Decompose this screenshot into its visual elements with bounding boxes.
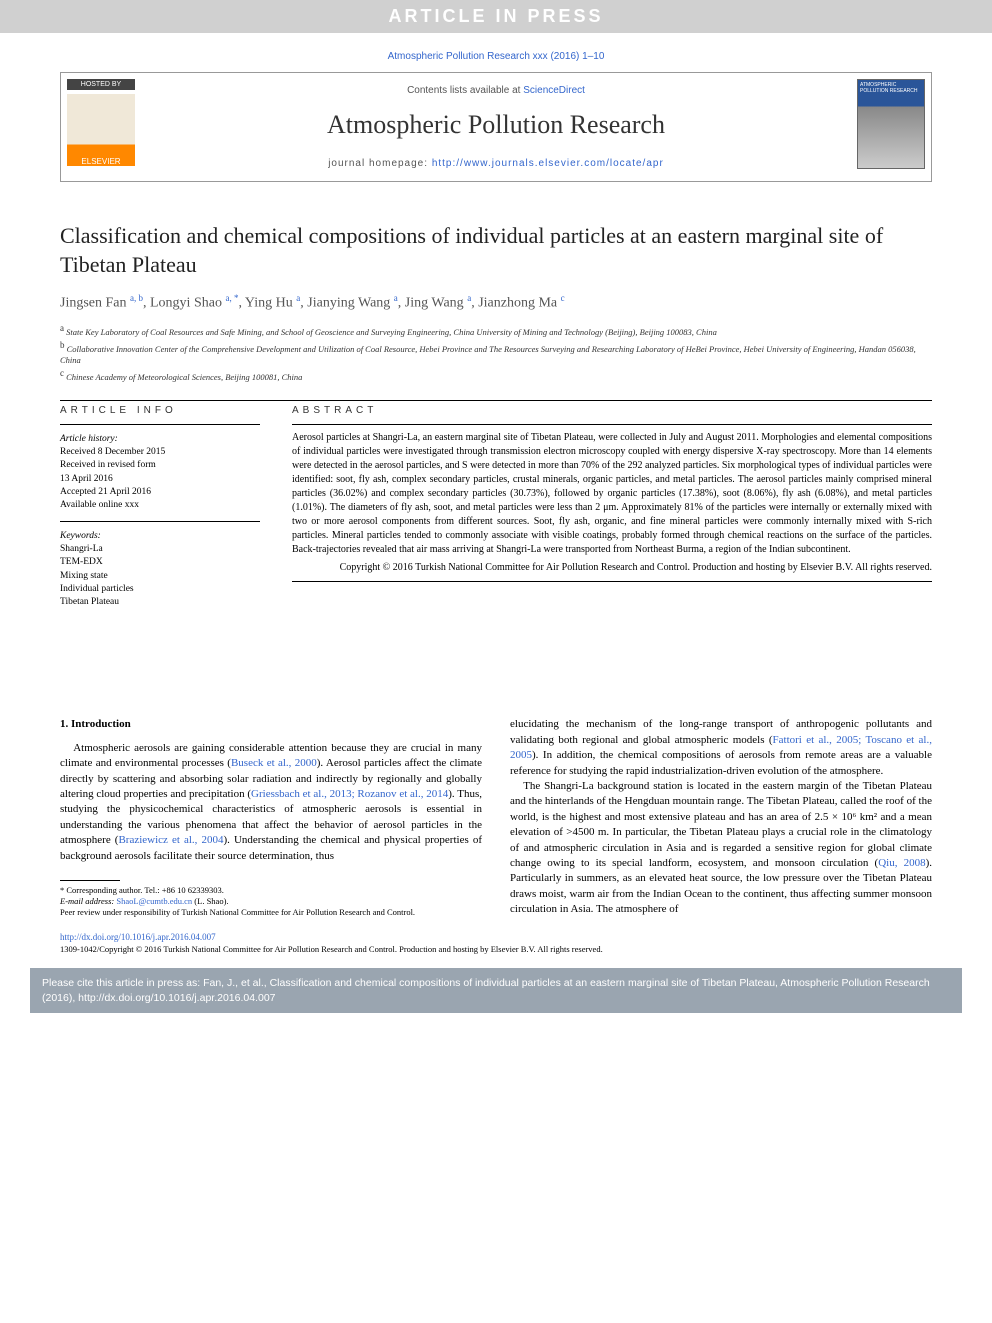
article-in-press-banner: ARTICLE IN PRESS bbox=[0, 0, 992, 33]
header-right: ATMOSPHERIC POLLUTION RESEARCH bbox=[851, 73, 931, 181]
keyword: Shangri-La bbox=[60, 543, 260, 556]
abstract-column: ABSTRACT Aerosol particles at Shangri-La… bbox=[292, 405, 932, 618]
affiliation-b: b Collaborative Innovation Center of the… bbox=[60, 339, 932, 368]
journal-header: HOSTED BY ELSEVIER Contents lists availa… bbox=[60, 72, 932, 182]
affiliation-c: c Chinese Academy of Meteorological Scie… bbox=[60, 367, 932, 384]
sciencedirect-link[interactable]: ScienceDirect bbox=[523, 85, 585, 96]
bottom-copyright: 1309-1042/Copyright © 2016 Turkish Natio… bbox=[60, 944, 932, 954]
body-paragraph: elucidating the mechanism of the long-ra… bbox=[510, 717, 932, 779]
keyword: Mixing state bbox=[60, 570, 260, 583]
history-line: Received in revised form bbox=[60, 459, 260, 472]
elsevier-logo: ELSEVIER bbox=[67, 94, 135, 166]
article-history: Article history: Received 8 December 201… bbox=[60, 425, 260, 521]
citation[interactable]: Qiu, 2008 bbox=[878, 857, 925, 869]
body-columns: 1. Introduction Atmospheric aerosols are… bbox=[60, 717, 932, 918]
header-left: HOSTED BY ELSEVIER bbox=[61, 73, 141, 181]
body-column-left: 1. Introduction Atmospheric aerosols are… bbox=[60, 717, 482, 918]
history-line: 13 April 2016 bbox=[60, 473, 260, 486]
homepage-prefix: journal homepage: bbox=[328, 158, 432, 169]
citation[interactable]: Griessbach et al., 2013; Rozanov et al.,… bbox=[251, 788, 448, 800]
article-title: Classification and chemical compositions… bbox=[60, 222, 932, 279]
history-line: Available online xxx bbox=[60, 499, 260, 512]
email-link[interactable]: ShaoL@cumtb.edu.cn bbox=[116, 896, 192, 906]
authors: Jingsen Fan a, b, Longyi Shao a, *, Ying… bbox=[60, 293, 932, 312]
abstract-copyright: Copyright © 2016 Turkish National Commit… bbox=[292, 561, 932, 575]
abstract-head: ABSTRACT bbox=[292, 405, 932, 416]
affiliation-a: a State Key Laboratory of Coal Resources… bbox=[60, 322, 932, 339]
doi-block: http://dx.doi.org/10.1016/j.apr.2016.04.… bbox=[60, 932, 932, 954]
contents-prefix: Contents lists available at bbox=[407, 85, 523, 96]
citation[interactable]: Buseck et al., 2000 bbox=[231, 757, 317, 769]
rule bbox=[292, 424, 932, 425]
citation[interactable]: Braziewicz et al., 2004 bbox=[118, 834, 223, 846]
article-info-column: ARTICLE INFO Article history: Received 8… bbox=[60, 405, 260, 618]
rule bbox=[292, 581, 932, 582]
hosted-by-label: HOSTED BY bbox=[67, 79, 135, 90]
abstract-text: Aerosol particles at Shangri-La, an east… bbox=[292, 431, 932, 557]
header-center: Contents lists available at ScienceDirec… bbox=[141, 73, 851, 181]
body-paragraph: The Shangri-La background station is loc… bbox=[510, 779, 932, 918]
corresponding-author: * Corresponding author. Tel.: +86 10 623… bbox=[60, 885, 482, 896]
article-info-head: ARTICLE INFO bbox=[60, 405, 260, 416]
footnotes: * Corresponding author. Tel.: +86 10 623… bbox=[60, 885, 482, 918]
homepage-link[interactable]: http://www.journals.elsevier.com/locate/… bbox=[432, 158, 664, 169]
contents-available: Contents lists available at ScienceDirec… bbox=[153, 85, 839, 96]
doi-link[interactable]: http://dx.doi.org/10.1016/j.apr.2016.04.… bbox=[60, 932, 216, 942]
history-line: Received 8 December 2015 bbox=[60, 446, 260, 459]
journal-name: Atmospheric Pollution Research bbox=[153, 110, 839, 140]
footnote-separator bbox=[60, 880, 120, 881]
affiliations: a State Key Laboratory of Coal Resources… bbox=[60, 322, 932, 384]
keyword: Tibetan Plateau bbox=[60, 596, 260, 609]
journal-homepage: journal homepage: http://www.journals.el… bbox=[153, 158, 839, 169]
body-column-right: elucidating the mechanism of the long-ra… bbox=[510, 717, 932, 918]
keyword: Individual particles bbox=[60, 583, 260, 596]
peer-review-note: Peer review under responsibility of Turk… bbox=[60, 907, 482, 918]
citation-box: Please cite this article in press as: Fa… bbox=[30, 968, 962, 1013]
intro-heading: 1. Introduction bbox=[60, 717, 482, 732]
body-paragraph: Atmospheric aerosols are gaining conside… bbox=[60, 741, 482, 864]
journal-cover-image: ATMOSPHERIC POLLUTION RESEARCH bbox=[857, 79, 925, 169]
journal-reference: Atmospheric Pollution Research xxx (2016… bbox=[0, 51, 992, 62]
history-label: Article history: bbox=[60, 433, 260, 446]
keyword: TEM-EDX bbox=[60, 556, 260, 569]
email-line: E-mail address: ShaoL@cumtb.edu.cn (L. S… bbox=[60, 896, 482, 907]
elsevier-text: ELSEVIER bbox=[81, 157, 120, 166]
rule bbox=[60, 400, 932, 401]
keywords: Keywords: Shangri-La TEM-EDX Mixing stat… bbox=[60, 522, 260, 618]
history-line: Accepted 21 April 2016 bbox=[60, 486, 260, 499]
keywords-label: Keywords: bbox=[60, 530, 260, 543]
